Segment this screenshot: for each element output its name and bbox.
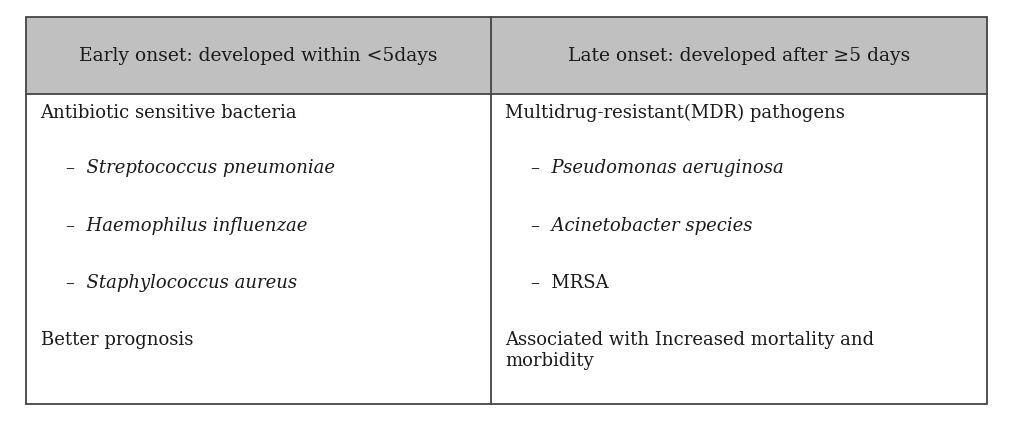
Text: –  Haemophilus influenzae: – Haemophilus influenzae: [66, 217, 307, 234]
Text: Early onset: developed within <5days: Early onset: developed within <5days: [79, 47, 438, 64]
Text: –  MRSA: – MRSA: [531, 274, 608, 292]
Bar: [26, 17, 491, 94]
Bar: [491, 17, 987, 94]
Text: Late onset: developed after ≥5 days: Late onset: developed after ≥5 days: [567, 47, 910, 64]
Text: Multidrug-resistant(MDR) pathogens: Multidrug-resistant(MDR) pathogens: [505, 104, 845, 122]
Text: Antibiotic sensitive bacteria: Antibiotic sensitive bacteria: [41, 104, 297, 122]
Text: Associated with Increased mortality and
morbidity: Associated with Increased mortality and …: [505, 331, 874, 370]
Text: –  Staphylococcus aureus: – Staphylococcus aureus: [66, 274, 297, 292]
Text: Better prognosis: Better prognosis: [41, 331, 192, 349]
Text: –  Acinetobacter species: – Acinetobacter species: [531, 217, 752, 234]
Text: –  Streptococcus pneumoniae: – Streptococcus pneumoniae: [66, 159, 335, 177]
Text: –  Pseudomonas aeruginosa: – Pseudomonas aeruginosa: [531, 159, 783, 177]
